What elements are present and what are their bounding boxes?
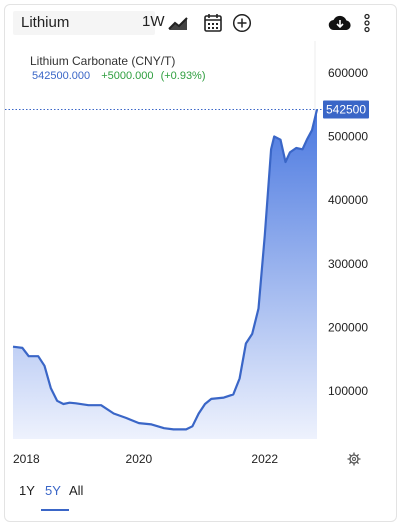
last-price-badge [323, 100, 369, 119]
area-fill [13, 109, 317, 439]
calendar-icon[interactable] [201, 11, 225, 35]
settings-gear-icon[interactable] [347, 452, 361, 466]
symbol-search-input[interactable]: Lithium [13, 11, 155, 35]
interval-button[interactable]: 1W [142, 13, 165, 30]
y-tick-label: 500000 [328, 130, 368, 144]
chart-title: Lithium Carbonate (CNY/T) [30, 54, 176, 68]
series-line [12, 109, 319, 431]
tab-5y[interactable]: 5Y [45, 483, 61, 498]
x-tick-label: 2020 [126, 452, 153, 466]
x-tick-label: 2018 [13, 452, 40, 466]
y-tick-label: 400000 [328, 193, 368, 207]
chart-card: Lithium 1W [4, 4, 397, 522]
y-tick-label: 100000 [328, 384, 368, 398]
tab-1y[interactable]: 1Y [19, 483, 35, 498]
tab-all[interactable]: All [69, 483, 84, 498]
price-chart[interactable]: 600000 500000 400000 300000 200000 100000 201… [5, 41, 396, 481]
active-tab-indicator [41, 509, 69, 511]
add-circle-icon[interactable] [230, 11, 254, 35]
cloud-download-icon[interactable] [328, 11, 352, 35]
x-tick-label: 2022 [251, 452, 278, 466]
last-price-value: 542500.000 [32, 70, 91, 82]
more-vert-icon[interactable] [355, 11, 379, 35]
price-change-percent: (+0.93%) [160, 70, 206, 82]
y-tick-label: 300000 [328, 257, 368, 271]
y-tick-label: 600000 [328, 66, 368, 80]
price-change: +5000.000 [101, 70, 154, 82]
quote-summary: 542500.000 +5000.000 (+0.93%) [32, 70, 206, 82]
last-price-label: 542500 [326, 102, 366, 116]
y-tick-label: 200000 [328, 321, 368, 335]
line-chart-icon[interactable] [167, 11, 191, 35]
toolbar: Lithium 1W [5, 5, 396, 41]
